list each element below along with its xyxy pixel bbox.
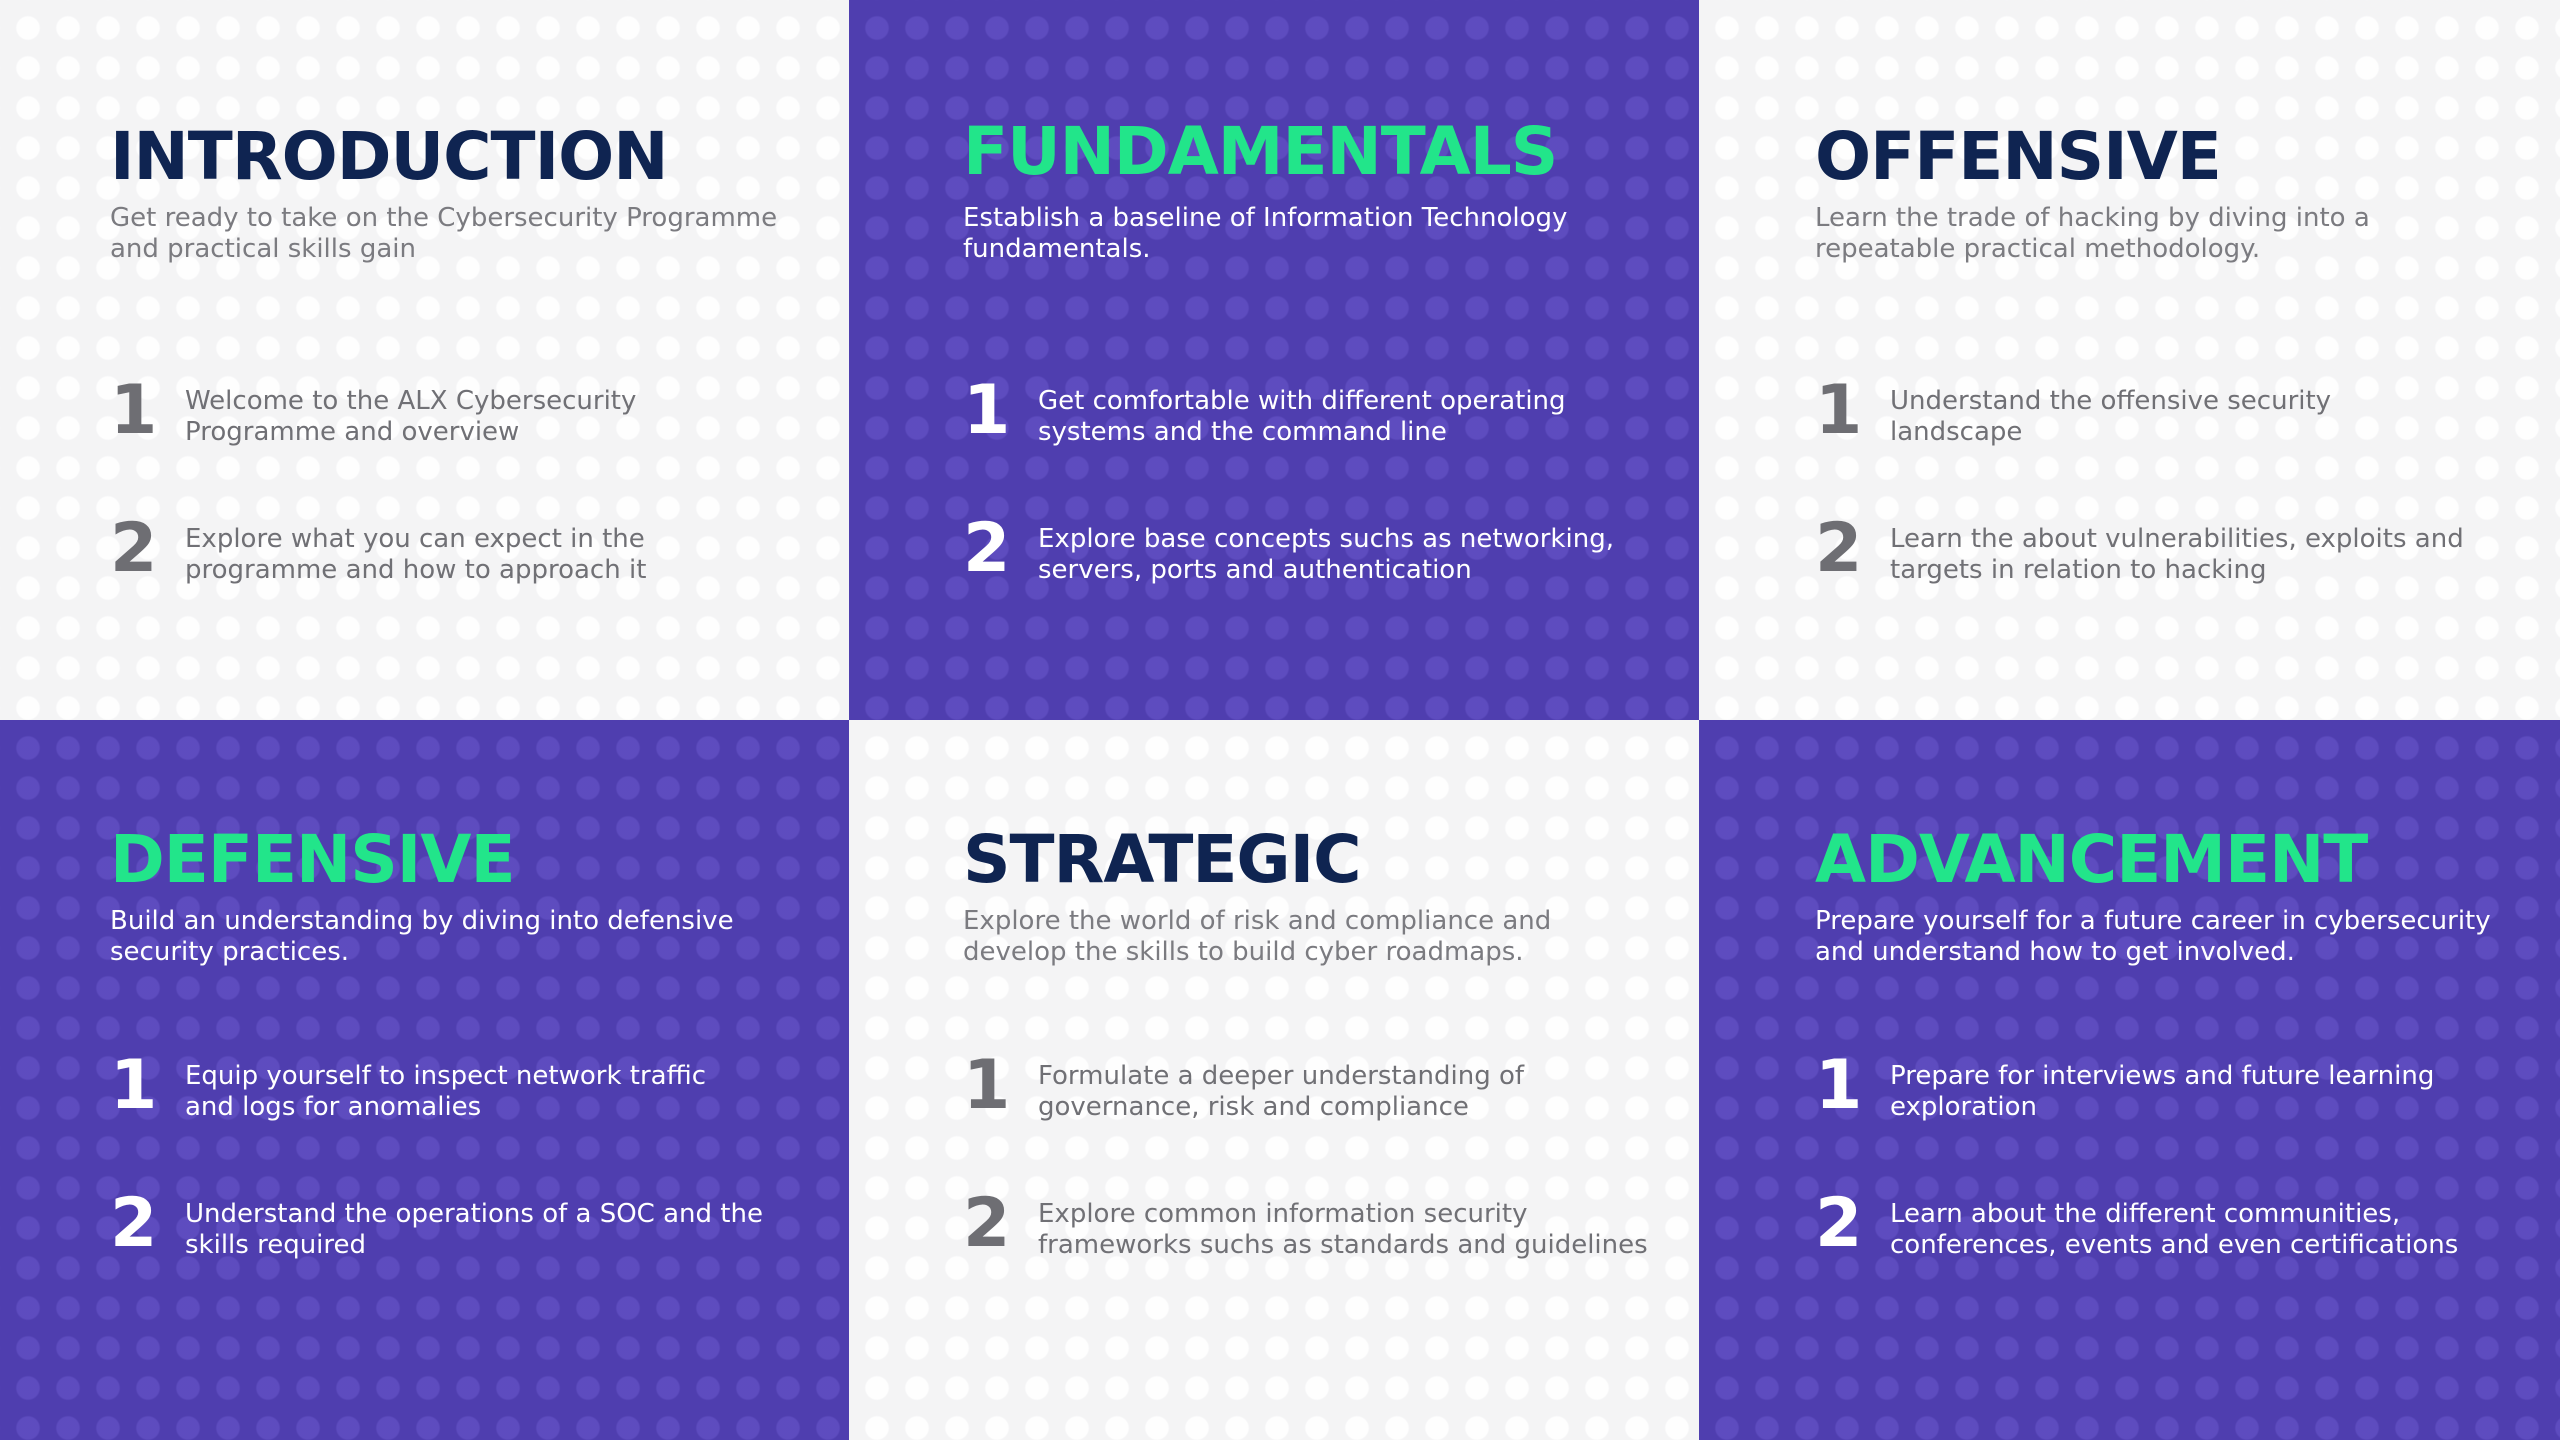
item-number: 1 xyxy=(1815,371,1863,450)
panel-advancement: ADVANCEMENT Prepare yourself for a futur… xyxy=(1699,720,2560,1440)
panel-fundamentals: FUNDAMENTALS Establish a baseline of Inf… xyxy=(849,0,1699,720)
item-number: 1 xyxy=(963,1046,1011,1125)
item-number: 2 xyxy=(110,509,158,588)
panel-subtitle: Establish a baseline of Information Tech… xyxy=(963,203,1568,264)
item-text: Learn the about vulnerabilities, exploit… xyxy=(1890,524,2464,585)
panel-subtitle: Explore the world of risk and compliance… xyxy=(963,906,1552,967)
panel-title: FUNDAMENTALS xyxy=(963,113,1558,190)
panel-introduction: INTRODUCTION Get ready to take on the Cy… xyxy=(0,0,849,720)
item-text: Equip yourself to inspect network traffi… xyxy=(185,1061,707,1122)
panel-defensive: DEFENSIVE Build an understanding by divi… xyxy=(0,720,849,1440)
panel-subtitle: Learn the trade of hacking by diving int… xyxy=(1815,203,2370,264)
item-text: Get comfortable with different operating… xyxy=(1038,386,1566,447)
item-text: Explore what you can expect in the progr… xyxy=(185,524,647,585)
item-text: Welcome to the ALX Cybersecurity Program… xyxy=(185,386,637,447)
item-text: Explore base concepts suchs as networkin… xyxy=(1038,524,1614,585)
panel-subtitle: Prepare yourself for a future career in … xyxy=(1815,906,2491,967)
item-number: 1 xyxy=(963,371,1011,450)
panel-subtitle: Build an understanding by diving into de… xyxy=(110,906,734,967)
item-text: Learn about the different communities, c… xyxy=(1890,1199,2459,1260)
panel-strategic: STRATEGIC Explore the world of risk and … xyxy=(849,720,1699,1440)
item-text: Prepare for interviews and future learni… xyxy=(1890,1061,2435,1122)
item-number: 2 xyxy=(1815,1184,1863,1263)
item-text: Explore common information security fram… xyxy=(1038,1199,1648,1260)
item-number: 1 xyxy=(110,371,158,450)
panel-title: STRATEGIC xyxy=(963,821,1362,898)
item-text: Understand the offensive security landsc… xyxy=(1890,386,2332,447)
item-number: 2 xyxy=(110,1184,158,1263)
panel-title: ADVANCEMENT xyxy=(1815,821,2368,898)
panel-title: OFFENSIVE xyxy=(1815,118,2222,195)
item-number: 1 xyxy=(1815,1046,1863,1125)
item-number: 2 xyxy=(963,1184,1011,1263)
item-number: 2 xyxy=(963,509,1011,588)
panel-title: INTRODUCTION xyxy=(110,118,668,195)
panel-subtitle: Get ready to take on the Cybersecurity P… xyxy=(110,203,778,264)
item-number: 1 xyxy=(110,1046,158,1125)
item-number: 2 xyxy=(1815,509,1863,588)
panel-offensive: OFFENSIVE Learn the trade of hacking by … xyxy=(1699,0,2560,720)
item-text: Understand the operations of a SOC and t… xyxy=(185,1199,763,1260)
item-text: Formulate a deeper understanding of gove… xyxy=(1038,1061,1525,1122)
panel-title: DEFENSIVE xyxy=(110,821,516,898)
